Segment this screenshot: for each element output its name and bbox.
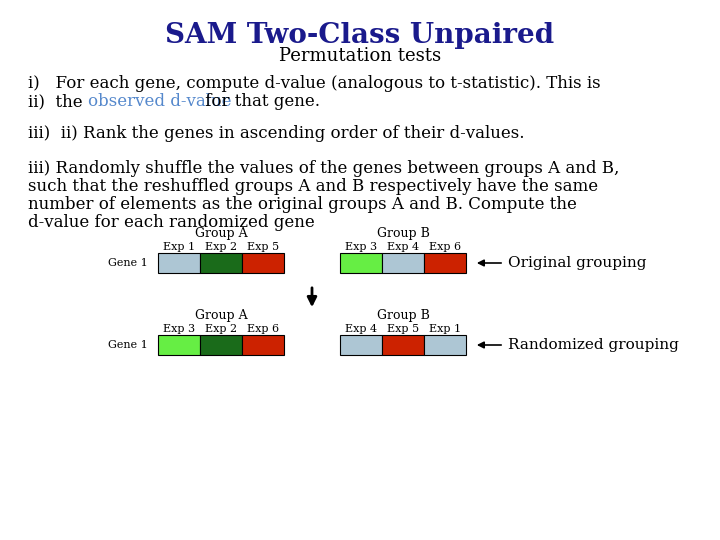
Text: Exp 1: Exp 1 <box>163 242 195 252</box>
Bar <box>242 335 284 355</box>
Text: iii) Randomly shuffle the values of the genes between groups A and B,: iii) Randomly shuffle the values of the … <box>28 160 619 177</box>
Text: Permutation tests: Permutation tests <box>279 47 441 65</box>
Text: iii)  ii) Rank the genes in ascending order of their d-values.: iii) ii) Rank the genes in ascending ord… <box>28 125 524 142</box>
Text: Exp 5: Exp 5 <box>247 242 279 252</box>
Bar <box>200 253 242 273</box>
Bar <box>200 335 242 355</box>
Text: Exp 4: Exp 4 <box>345 324 377 334</box>
Text: Exp 2: Exp 2 <box>205 242 237 252</box>
Text: i)   For each gene, compute d-value (analogous to t-statistic). This is: i) For each gene, compute d-value (analo… <box>28 75 600 92</box>
Text: Exp 3: Exp 3 <box>163 324 195 334</box>
Text: number of elements as the original groups A and B. Compute the: number of elements as the original group… <box>28 196 577 213</box>
Text: Exp 3: Exp 3 <box>345 242 377 252</box>
Bar <box>340 253 382 273</box>
Bar <box>382 253 424 273</box>
Text: Exp 6: Exp 6 <box>247 324 279 334</box>
Bar <box>424 253 466 273</box>
Text: Group B: Group B <box>377 309 429 322</box>
Text: Group B: Group B <box>377 227 429 240</box>
Text: Exp 5: Exp 5 <box>387 324 419 334</box>
Text: Exp 4: Exp 4 <box>387 242 419 252</box>
Text: Exp 2: Exp 2 <box>205 324 237 334</box>
Text: Exp 6: Exp 6 <box>429 242 461 252</box>
Text: ii)  the: ii) the <box>28 93 88 110</box>
Text: Randomized grouping: Randomized grouping <box>508 338 679 352</box>
Text: for that gene.: for that gene. <box>200 93 320 110</box>
Text: Group A: Group A <box>194 227 247 240</box>
Text: Exp 1: Exp 1 <box>429 324 461 334</box>
Bar <box>382 335 424 355</box>
Bar <box>424 335 466 355</box>
Text: such that the reshuffled groups A and B respectively have the same: such that the reshuffled groups A and B … <box>28 178 598 195</box>
Text: Original grouping: Original grouping <box>508 256 647 270</box>
Text: Group A: Group A <box>194 309 247 322</box>
Text: Gene 1: Gene 1 <box>108 340 148 350</box>
Bar <box>158 253 200 273</box>
Bar <box>340 335 382 355</box>
Bar <box>242 253 284 273</box>
Text: d-value for each randomized gene: d-value for each randomized gene <box>28 214 315 231</box>
Text: SAM Two-Class Unpaired: SAM Two-Class Unpaired <box>166 22 554 49</box>
Bar <box>158 335 200 355</box>
Text: Gene 1: Gene 1 <box>108 258 148 268</box>
Text: observed d-value: observed d-value <box>88 93 232 110</box>
